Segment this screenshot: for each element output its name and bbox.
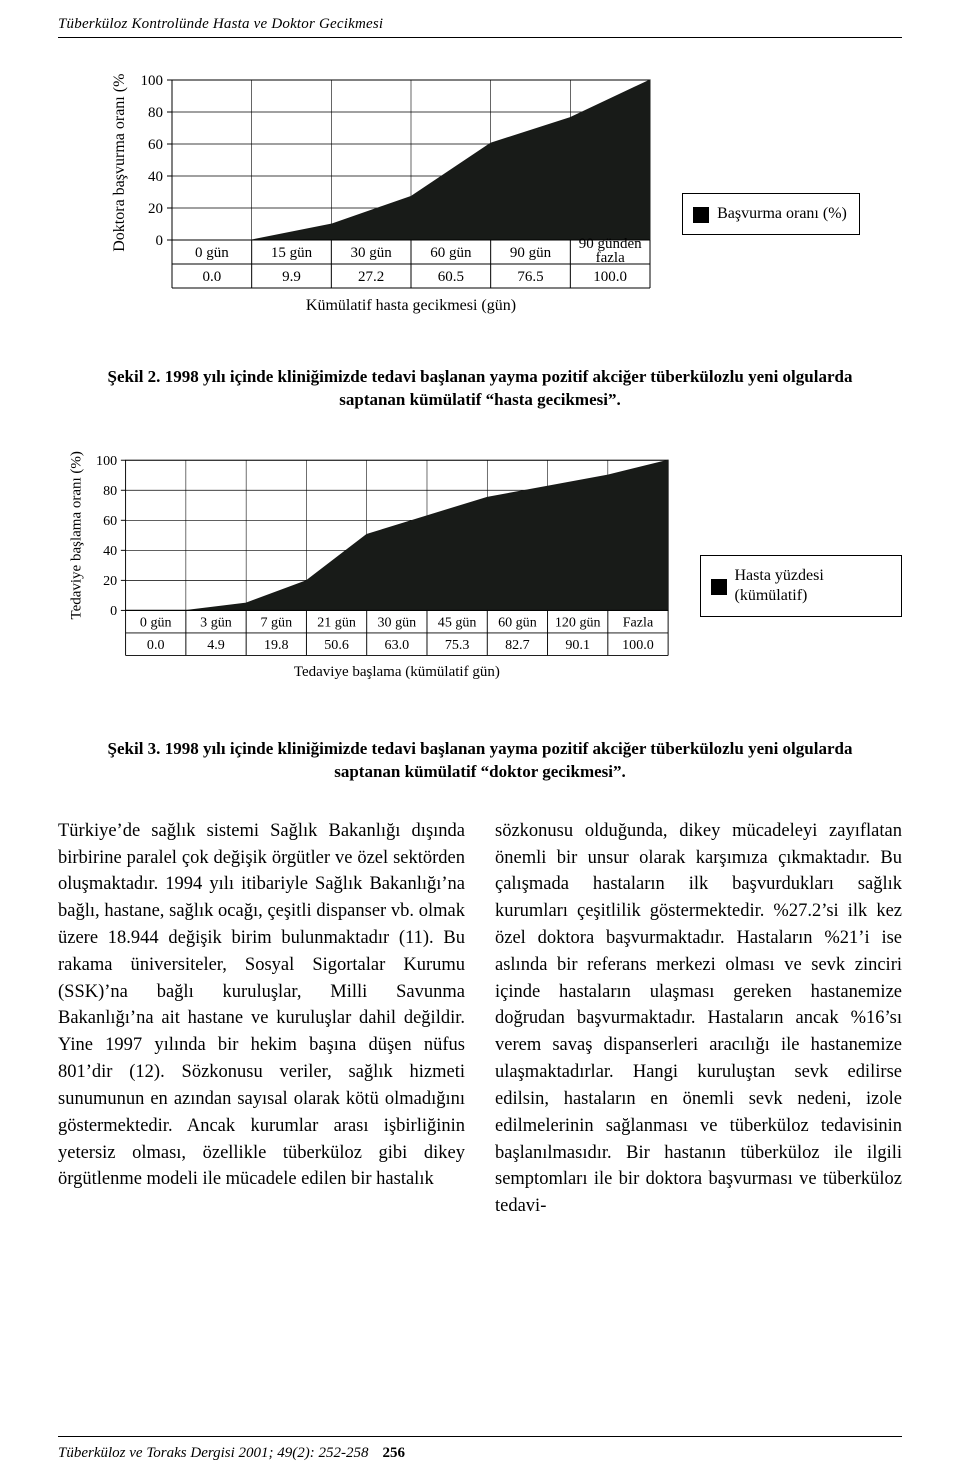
svg-text:Tedaviye başlama (kümülatif gü: Tedaviye başlama (kümülatif gün) (294, 664, 500, 680)
footer-journal: Tüberküloz ve Toraks Dergisi 2001; 49(2)… (58, 1445, 369, 1462)
svg-text:0.0: 0.0 (203, 269, 222, 285)
caption-2-text: 1998 yılı içinde kliniğimizde tedavi baş… (165, 739, 853, 781)
svg-text:80: 80 (148, 105, 163, 121)
svg-text:20: 20 (148, 201, 163, 217)
legend-swatch-icon (693, 207, 709, 223)
svg-text:100: 100 (141, 74, 164, 89)
svg-text:30 gün: 30 gün (351, 245, 393, 261)
svg-text:60: 60 (103, 513, 117, 529)
chart2: 0 20 40 60 80 100 Tedaviye başlama oranı (%) 0 … (58, 446, 678, 726)
chart2-wrap: 0 20 40 60 80 100 Tedaviye başlama oranı (%) 0 … (58, 446, 902, 726)
running-head: Tüberküloz Kontrolünde Hasta ve Doktor G… (58, 16, 902, 33)
body-columns: Türkiye’de sağlık sistemi Sağlık Bakanlı… (58, 818, 902, 1220)
chart1-legend-label: Başvurma oranı (%) (717, 204, 847, 224)
svg-text:50.6: 50.6 (324, 637, 349, 653)
svg-text:80: 80 (103, 483, 117, 499)
footer-page-number: 256 (383, 1445, 406, 1462)
rule-bottom (58, 1436, 902, 1437)
svg-text:0: 0 (110, 603, 117, 619)
svg-text:9.9: 9.9 (282, 269, 301, 285)
rule-top (58, 37, 902, 38)
svg-text:90 gündenfazla: 90 gündenfazla (579, 236, 642, 266)
chart1-legend: Başvurma oranı (%) (682, 193, 860, 235)
svg-text:100.0: 100.0 (593, 269, 627, 285)
svg-text:76.5: 76.5 (518, 269, 544, 285)
svg-text:3 gün: 3 gün (200, 614, 232, 630)
svg-text:63.0: 63.0 (385, 637, 410, 653)
svg-text:4.9: 4.9 (207, 637, 225, 653)
chart1: 0 20 40 60 80 100 Doktora başvurma oranı (%) 0 … (100, 74, 660, 354)
page-footer: Tüberküloz ve Toraks Dergisi 2001; 49(2)… (58, 1436, 902, 1462)
chart1-wrap: 0 20 40 60 80 100 Doktora başvurma oranı (%) 0 … (58, 74, 902, 354)
svg-text:60: 60 (148, 137, 163, 153)
caption-1-lead: Şekil 2. (108, 367, 161, 386)
caption-2: Şekil 3. 1998 yılı içinde kliniğimizde t… (90, 738, 870, 784)
chart2-legend: Hasta yüzdesi (kümülatif) (700, 555, 903, 617)
svg-text:30 gün: 30 gün (378, 614, 417, 630)
svg-text:82.7: 82.7 (505, 637, 530, 653)
svg-text:75.3: 75.3 (445, 637, 470, 653)
svg-text:60 gün: 60 gün (498, 614, 537, 630)
svg-text:90.1: 90.1 (565, 637, 590, 653)
svg-text:45 gün: 45 gün (438, 614, 477, 630)
svg-text:90 gün: 90 gün (510, 245, 552, 261)
svg-text:60.5: 60.5 (438, 269, 464, 285)
legend-swatch-icon (711, 579, 727, 595)
body-left: Türkiye’de sağlık sistemi Sağlık Bakanlı… (58, 818, 465, 1220)
body-right: sözkonusu olduğunda, dikey mücadeleyi za… (495, 818, 902, 1220)
svg-text:100: 100 (96, 453, 117, 469)
svg-text:19.8: 19.8 (264, 637, 289, 653)
svg-text:0.0: 0.0 (147, 637, 165, 653)
svg-text:0 gün: 0 gün (195, 245, 229, 261)
svg-text:0 gün: 0 gün (140, 614, 172, 630)
svg-text:40: 40 (103, 543, 117, 559)
caption-1-text: 1998 yılı içinde kliniğimizde tedavi baş… (165, 367, 853, 409)
svg-text:21 gün: 21 gün (317, 614, 356, 630)
svg-text:20: 20 (103, 573, 117, 589)
svg-text:60 gün: 60 gün (430, 245, 472, 261)
svg-text:Doktora başvurma oranı (%): Doktora başvurma oranı (%) (111, 74, 128, 252)
svg-text:100.0: 100.0 (622, 637, 654, 653)
chart2-legend-label: Hasta yüzdesi (kümülatif) (735, 566, 890, 606)
svg-text:Kümülatif hasta gecikmesi (gün: Kümülatif hasta gecikmesi (gün) (306, 297, 516, 314)
svg-text:40: 40 (148, 169, 163, 185)
svg-text:120 gün: 120 gün (555, 614, 601, 630)
caption-2-lead: Şekil 3. (108, 739, 161, 758)
svg-text:0: 0 (156, 233, 164, 249)
svg-text:Tedaviye başlama oranı (%): Tedaviye başlama oranı (%) (69, 451, 85, 619)
svg-text:15 gün: 15 gün (271, 245, 313, 261)
svg-text:7 gün: 7 gün (260, 614, 292, 630)
svg-text:27.2: 27.2 (358, 269, 384, 285)
svg-text:Fazla: Fazla (623, 614, 654, 630)
caption-1: Şekil 2. 1998 yılı içinde kliniğimizde t… (90, 366, 870, 412)
